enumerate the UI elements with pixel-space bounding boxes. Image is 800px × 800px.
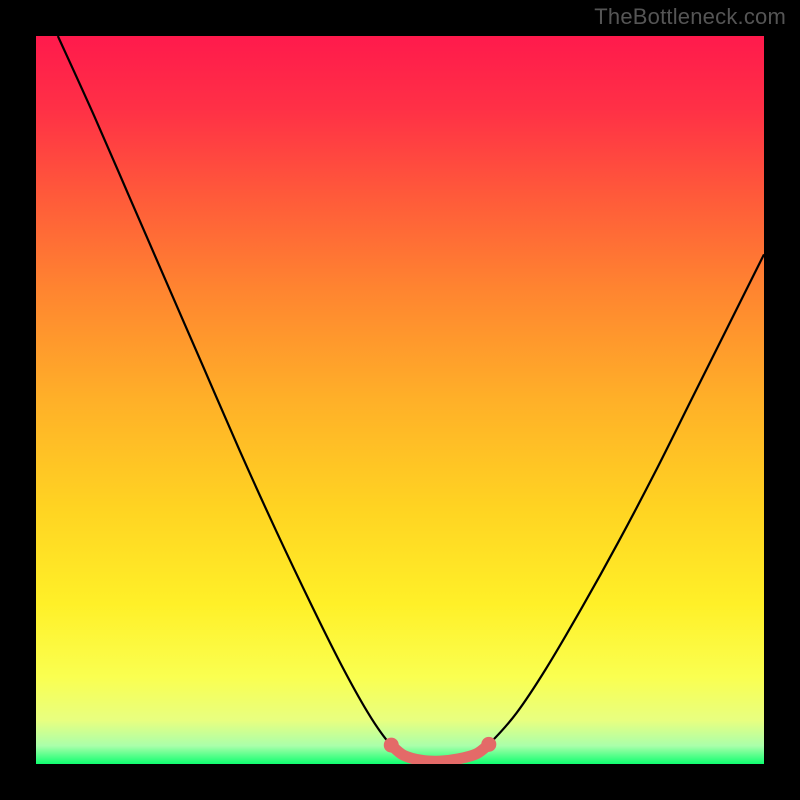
plot-area [36, 36, 764, 764]
gradient-chart [0, 0, 800, 800]
optimal-range-start-marker [384, 738, 399, 753]
watermark-text: TheBottleneck.com [594, 4, 786, 30]
chart-frame: TheBottleneck.com [0, 0, 800, 800]
optimal-range-end-marker [481, 737, 496, 752]
gradient-background [36, 36, 764, 764]
